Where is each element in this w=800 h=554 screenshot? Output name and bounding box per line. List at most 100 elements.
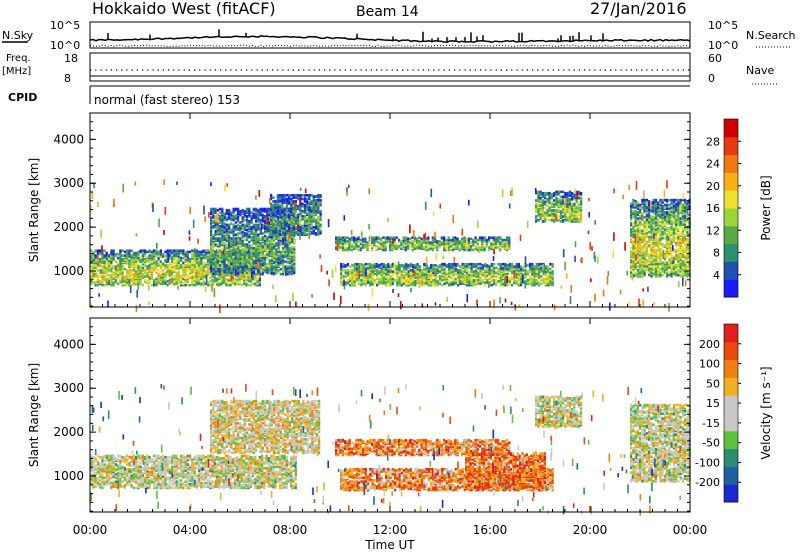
echo-cell	[204, 251, 207, 255]
echo-cell	[204, 256, 207, 260]
echo-cell	[506, 267, 509, 271]
echo-cell	[150, 283, 153, 287]
echo-cell	[497, 236, 500, 239]
echo-cell	[425, 270, 428, 273]
echo-cell	[335, 246, 338, 249]
echo-cell	[255, 211, 258, 214]
echo-cell	[250, 231, 253, 234]
echo-cell	[237, 218, 240, 222]
echo-cell	[306, 207, 309, 211]
echo-cell	[213, 250, 216, 254]
echo-cell	[164, 259, 167, 262]
echo-cell	[110, 255, 113, 259]
echo-cell	[306, 200, 309, 203]
echo-cell	[340, 266, 343, 270]
echo-cell	[515, 275, 518, 278]
echo-cell	[214, 243, 217, 246]
echo-cell	[186, 276, 189, 279]
echo-cell	[246, 271, 249, 275]
echo-cell	[443, 273, 446, 277]
echo-cell	[135, 266, 138, 270]
echo-cell	[210, 207, 213, 211]
echo-cell	[559, 190, 562, 194]
echo-cell	[252, 258, 255, 261]
echo-cell	[541, 202, 544, 206]
echo-cell	[259, 263, 262, 266]
echo-cell	[255, 244, 258, 248]
echo-cell	[219, 271, 222, 275]
echo-cell	[380, 278, 383, 282]
echo-cell	[175, 249, 178, 252]
echo-cell	[173, 266, 176, 270]
echo-cell	[288, 207, 291, 211]
echo-cell	[155, 260, 158, 263]
echo-cell	[292, 228, 295, 231]
echo-cell	[319, 194, 322, 197]
echo-cell	[191, 272, 194, 276]
echo-cell	[547, 282, 550, 286]
echo-cell	[416, 272, 419, 276]
echo-cell	[484, 262, 487, 266]
echo-cell	[166, 280, 169, 283]
echo-cell	[493, 271, 496, 275]
echo-cell	[544, 270, 547, 273]
echo-cell	[276, 216, 279, 219]
echo-cell	[232, 260, 235, 264]
echo-cell	[141, 272, 144, 276]
echo-cell	[447, 236, 450, 239]
echo-cell	[114, 267, 117, 271]
echo-cell	[488, 236, 491, 239]
echo-cell	[539, 212, 542, 216]
echo-cell	[223, 226, 226, 229]
echo-cell	[225, 280, 228, 283]
echo-cell	[221, 269, 224, 272]
echo-cell	[308, 223, 311, 227]
echo-cell	[103, 278, 106, 282]
echo-cell	[171, 255, 174, 259]
nave-tick-bottom: 0	[708, 72, 715, 85]
echo-cell	[342, 269, 345, 272]
echo-cell	[171, 249, 174, 252]
echo-cell	[511, 266, 514, 270]
freq-label-line2: [MHz]	[2, 66, 31, 77]
echo-cell	[407, 270, 410, 273]
echo-cell	[384, 236, 387, 239]
echo-cell	[216, 258, 219, 261]
echo-cell	[225, 223, 228, 227]
echo-cell	[411, 248, 414, 252]
echo-cell	[290, 197, 293, 201]
echo-cell	[463, 238, 466, 242]
echo-cell	[228, 270, 231, 273]
echo-cell	[237, 238, 240, 241]
echo-cell	[346, 240, 349, 243]
echo-cell	[458, 243, 461, 247]
echo-cell	[511, 276, 514, 279]
echo-cell	[257, 220, 260, 223]
echo-cell	[398, 267, 401, 271]
echo-cell	[520, 266, 523, 270]
echo-cell	[452, 277, 455, 281]
echo-cell	[261, 235, 264, 239]
echo-cell	[117, 271, 120, 275]
echo-cell	[94, 249, 97, 252]
echo-cell	[214, 265, 217, 268]
echo-cell	[219, 243, 222, 246]
echo-cell	[268, 207, 271, 211]
echo-cell	[540, 282, 543, 286]
echo-cell	[234, 261, 237, 265]
echo-cell	[418, 265, 421, 268]
echo-cell	[266, 235, 269, 239]
echo-cell	[475, 262, 478, 266]
echo-cell	[317, 218, 320, 222]
echo-cell	[259, 207, 262, 211]
echo-cell	[189, 250, 192, 254]
echo-cell	[474, 238, 477, 242]
echo-cell	[531, 266, 534, 270]
echo-cell	[177, 249, 180, 252]
echo-cell	[541, 206, 544, 210]
echo-cell	[351, 278, 354, 282]
echo-cell	[490, 247, 493, 250]
echo-cell	[506, 246, 509, 249]
echo-cell	[255, 223, 258, 227]
echo-cell	[461, 262, 464, 266]
